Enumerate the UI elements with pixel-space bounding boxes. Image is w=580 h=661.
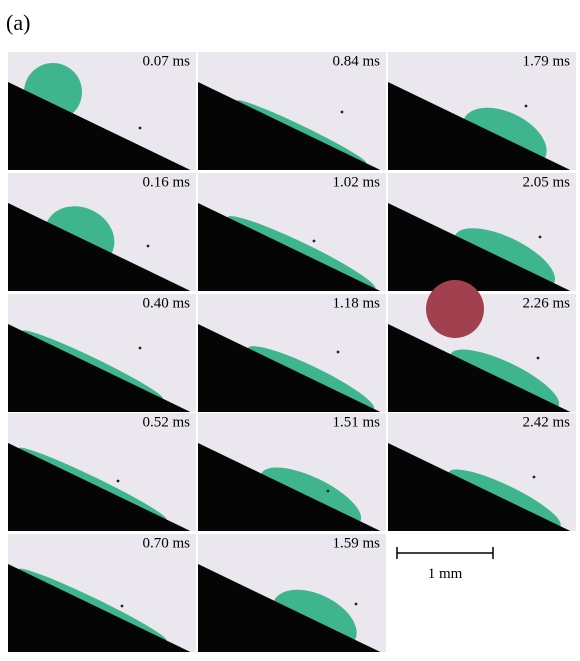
panel-grid: 0.07 ms 0.84 ms 1.79 ms 0.16 ms 1.02 ms 2.05 … — [8, 52, 576, 661]
photo-panel: 0.40 ms — [8, 294, 196, 412]
marker-dot — [537, 357, 540, 360]
time-label: 2.42 ms — [522, 415, 570, 431]
time-label: 1.02 ms — [332, 175, 380, 191]
marker-dot — [525, 105, 528, 108]
marker-dot — [139, 127, 142, 130]
photo-panel: 2.05 ms — [388, 173, 576, 303]
photo-panel: 2.42 ms — [388, 413, 576, 539]
marker-dot — [533, 476, 536, 479]
figure-label: (a) — [6, 10, 30, 35]
photo-panel: 1.59 ms — [198, 534, 386, 661]
figure: (a) 0.07 ms 0.84 ms 1.79 ms 0.16 ms 1.02 ms 2… — [0, 0, 580, 661]
time-label: 0.70 ms — [142, 536, 190, 552]
photo-panel: 1.18 ms — [198, 294, 386, 420]
time-label: 2.26 ms — [522, 296, 570, 312]
photo-panel: 1.79 ms — [388, 52, 576, 181]
time-label: 0.52 ms — [142, 415, 190, 431]
photo-panel: 0.16 ms — [8, 173, 196, 291]
marker-dot — [121, 605, 124, 608]
marker-dot — [313, 240, 316, 243]
marker-dot — [117, 480, 120, 483]
time-label: 0.84 ms — [332, 54, 380, 70]
time-label: 0.07 ms — [142, 54, 190, 70]
photo-panel: 0.70 ms — [8, 534, 196, 652]
marker-dot — [341, 111, 344, 114]
marker-dot — [539, 236, 542, 239]
photo-panel: 1.51 ms — [198, 413, 386, 539]
marker-dot — [327, 490, 330, 493]
red-drop — [426, 280, 484, 338]
time-label: 1.18 ms — [332, 296, 380, 312]
photo-panel: 0.52 ms — [8, 413, 196, 531]
time-label: 1.59 ms — [332, 536, 380, 552]
photo-panel: 0.84 ms — [198, 52, 386, 170]
marker-dot — [337, 351, 340, 354]
scale-bar-label: 1 mm — [428, 566, 463, 582]
marker-dot — [147, 245, 150, 248]
photo-panel: 1.02 ms — [198, 173, 386, 298]
time-label: 1.51 ms — [332, 415, 380, 431]
marker-dot — [139, 347, 142, 350]
time-label: 1.79 ms — [522, 54, 570, 70]
time-label: 0.40 ms — [142, 296, 190, 312]
photo-panel: 0.07 ms — [8, 52, 196, 170]
time-label: 0.16 ms — [142, 175, 190, 191]
time-label: 2.05 ms — [522, 175, 570, 191]
photo-panel: 2.26 ms — [388, 280, 576, 423]
marker-dot — [355, 603, 358, 606]
